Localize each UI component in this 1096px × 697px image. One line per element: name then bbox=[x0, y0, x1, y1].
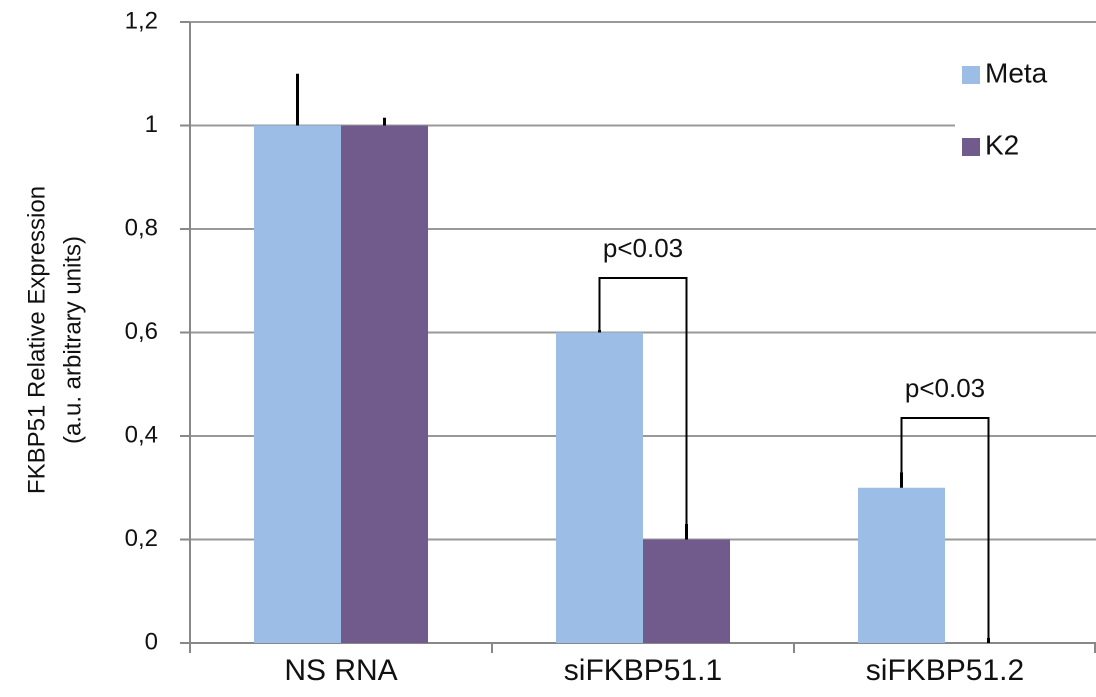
significance-bracket bbox=[598, 277, 688, 524]
legend-swatch bbox=[962, 66, 980, 84]
bar bbox=[254, 125, 341, 643]
bar bbox=[643, 539, 730, 643]
legend-label: K2 bbox=[985, 129, 1019, 160]
y-tick-label: 0,2 bbox=[125, 525, 158, 552]
bar bbox=[858, 487, 945, 643]
y-tick-label: 0,4 bbox=[125, 421, 158, 448]
significance-bracket bbox=[900, 417, 990, 638]
legend-swatch bbox=[962, 138, 980, 156]
y-tick-label: 0,6 bbox=[125, 318, 158, 345]
x-tick-label: siFKBP51.2 bbox=[866, 654, 1024, 687]
bar bbox=[341, 125, 428, 643]
y-tick-label: 1,2 bbox=[125, 7, 158, 34]
x-tick-label: NS RNA bbox=[284, 654, 397, 687]
annotation: p<0.03 bbox=[603, 233, 683, 263]
bar bbox=[556, 332, 643, 643]
x-tick-label: siFKBP51.1 bbox=[564, 654, 722, 687]
y-tick-label: 0 bbox=[145, 628, 158, 655]
y-axis-label: FKBP51 Relative Expression bbox=[23, 186, 50, 494]
annotation: p<0.03 bbox=[905, 373, 985, 403]
y-tick-label: 1 bbox=[145, 111, 158, 138]
y-tick-label: 0,8 bbox=[125, 214, 158, 241]
legend-label: Meta bbox=[985, 57, 1048, 88]
y-axis-label: (a.u. arbitrary units) bbox=[59, 236, 86, 444]
